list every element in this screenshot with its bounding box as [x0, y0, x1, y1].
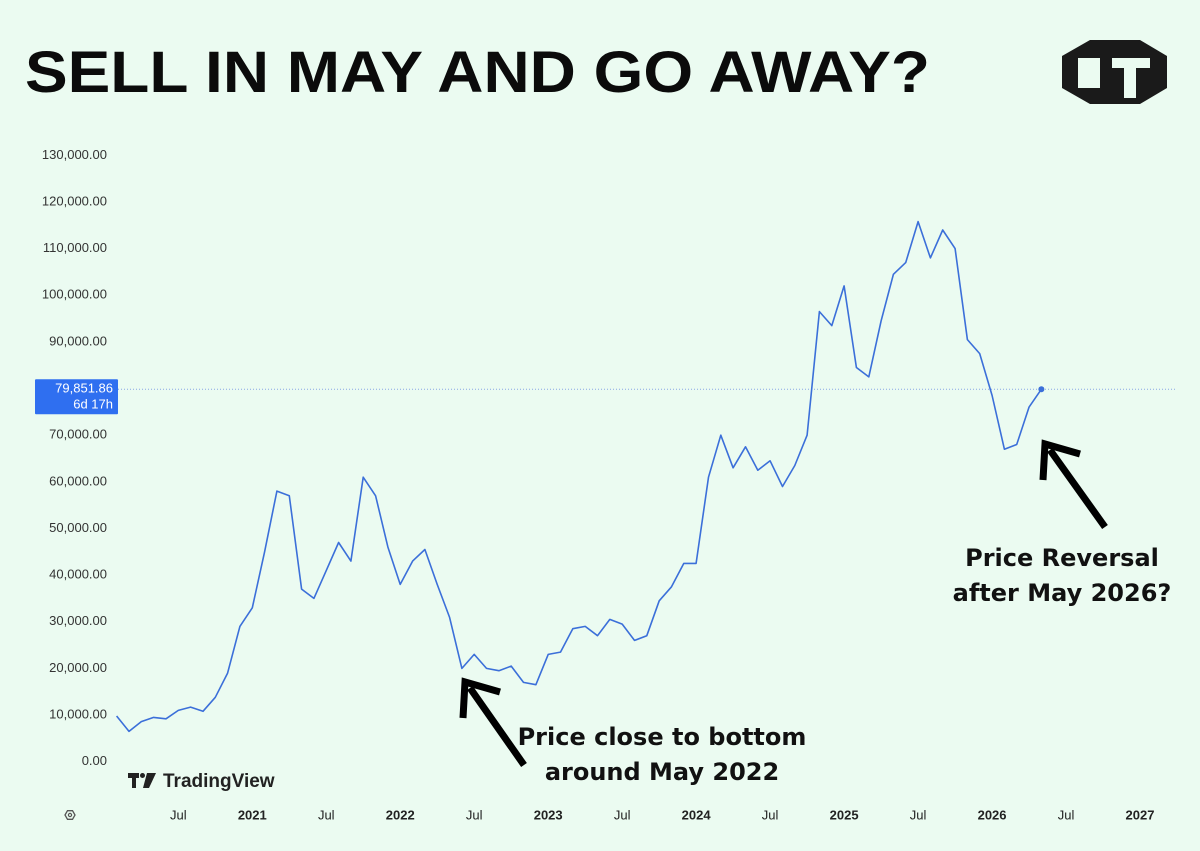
x-tick-label: 2026	[978, 807, 1007, 822]
current-price-box	[35, 379, 118, 415]
logo-cut	[1078, 58, 1100, 88]
y-tick-label: 120,000.00	[42, 193, 107, 208]
logo	[1062, 40, 1167, 104]
x-tick-label: 2024	[682, 807, 712, 822]
x-tick-label: Jul	[614, 807, 631, 822]
last-point	[1038, 386, 1045, 393]
y-tick-label: 0.00	[82, 753, 107, 768]
y-tick-label: 50,000.00	[49, 520, 107, 535]
price-line	[115, 220, 1043, 733]
current-price-label: 79,851.86	[55, 381, 113, 396]
x-tick-label: 2023	[534, 807, 563, 822]
watermark-text: TradingView	[163, 771, 275, 792]
settings-dot	[67, 812, 73, 818]
arrow	[1039, 439, 1108, 530]
annotation-line: Price close to bottom	[518, 723, 807, 751]
arrow	[459, 677, 527, 768]
logo-shape	[1062, 40, 1167, 104]
y-tick-label: 10,000.00	[49, 706, 107, 721]
x-tick-label: Jul	[910, 807, 927, 822]
y-tick-label: 70,000.00	[49, 427, 107, 442]
x-tick-label: Jul	[1058, 807, 1075, 822]
annotation-line: around May 2022	[545, 758, 779, 786]
x-tick-label: Jul	[762, 807, 779, 822]
y-tick-label: 40,000.00	[49, 567, 107, 582]
watermark-icon	[132, 773, 136, 788]
y-tick-label: 110,000.00	[43, 240, 107, 255]
annotation-line: Price Reversal	[965, 544, 1159, 572]
annotation-line: after May 2026?	[953, 579, 1172, 607]
y-tick-label: 30,000.00	[49, 613, 107, 628]
arrow-head	[459, 677, 501, 719]
x-tick-label: 2025	[830, 807, 859, 822]
current-price-countdown: 6d 17h	[73, 397, 113, 412]
x-tick-label: 2022	[386, 807, 415, 822]
annotation: Price close to bottom around May 2022	[518, 723, 807, 786]
settings-icon[interactable]	[64, 810, 76, 820]
y-tick-label: 20,000.00	[49, 660, 107, 675]
y-tick-label: 90,000.00	[49, 333, 107, 348]
settings-shape	[64, 810, 76, 820]
watermark-icon	[143, 773, 156, 788]
x-tick-label: 2027	[1126, 807, 1155, 822]
x-tick-label: Jul	[466, 807, 483, 822]
chart-title: SELL IN MAY AND GO AWAY?	[25, 40, 930, 105]
arrow-shaft	[467, 685, 527, 768]
arrow-shaft	[1047, 447, 1108, 530]
y-tick-label: 130,000.00	[42, 147, 107, 162]
logo-cut	[1112, 58, 1150, 98]
annotation: Price Reversal after May 2026?	[953, 544, 1172, 607]
arrow-head	[1039, 439, 1081, 481]
x-tick-label: Jul	[170, 807, 187, 822]
y-tick-label: 100,000.00	[42, 287, 107, 302]
watermark-icon	[140, 773, 145, 778]
x-tick-label: Jul	[318, 807, 335, 822]
watermark: TradingView	[128, 771, 275, 792]
y-tick-label: 60,000.00	[49, 473, 107, 488]
x-tick-label: 2021	[238, 807, 267, 822]
